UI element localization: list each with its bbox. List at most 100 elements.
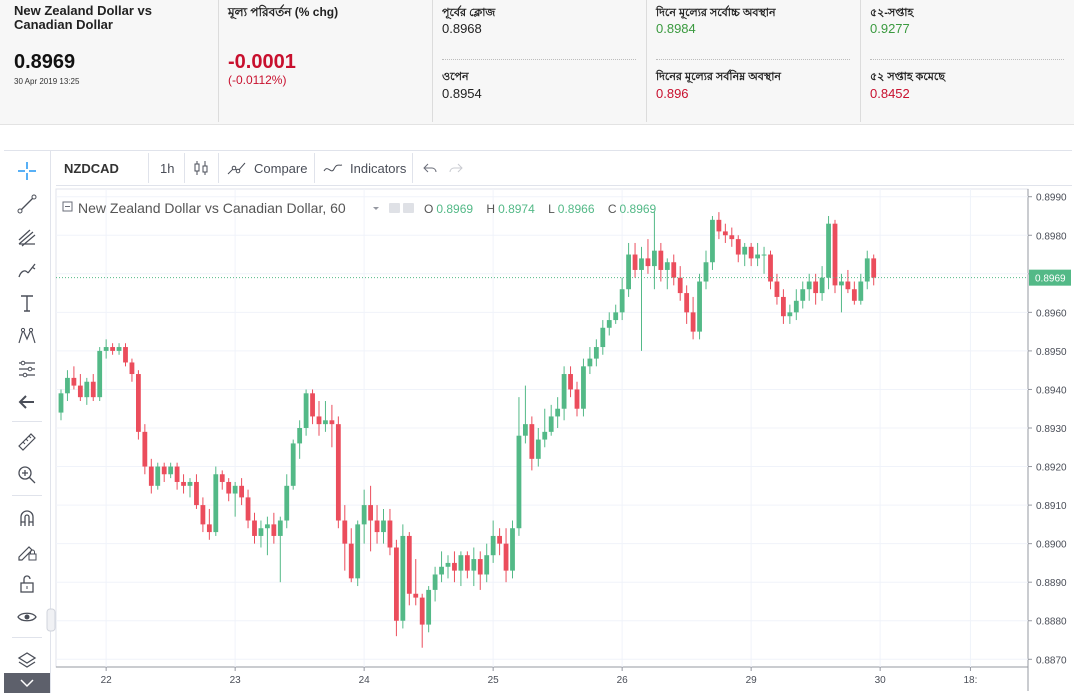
candle-body [568, 374, 573, 390]
compare-button[interactable]: Compare [226, 151, 307, 185]
week52-high-label: ৫২-সপ্তাহ [870, 7, 914, 19]
symbol-button[interactable]: NZDCAD [64, 160, 119, 176]
prediction-icon[interactable] [11, 354, 43, 384]
layers-icon[interactable] [11, 645, 43, 675]
text-icon[interactable] [11, 288, 43, 318]
candle-body [851, 289, 857, 301]
candle-body [677, 277, 683, 294]
quote-panel: New Zealand Dollar vs Canadian Dollar 0.… [0, 0, 1074, 125]
candle-body [277, 520, 283, 536]
candle-body [510, 528, 515, 571]
indicators-button[interactable]: Indicators [322, 151, 406, 185]
indicators-icon [323, 164, 343, 172]
toolbar-scroll-handle[interactable] [46, 608, 56, 632]
back-arrow-icon[interactable] [11, 387, 43, 417]
change-value: -0.0001 [228, 51, 296, 73]
interval-button[interactable]: 1h [160, 160, 175, 176]
trend-line-icon[interactable] [11, 189, 43, 219]
candle-body [439, 566, 444, 575]
candle-body [219, 474, 225, 482]
candle-body [271, 524, 277, 536]
candle-body [245, 497, 251, 521]
y-tick-label: 0.8930 [1036, 424, 1067, 435]
pitchfork-icon[interactable] [11, 222, 43, 252]
candle-body [110, 347, 115, 351]
candle-body [252, 520, 257, 536]
eye-toggle-icon[interactable] [389, 203, 400, 213]
candle-body [90, 381, 96, 398]
candle-body [845, 281, 851, 290]
candle-body [239, 485, 244, 498]
candle-body [148, 466, 154, 486]
pattern-icon[interactable] [11, 321, 43, 351]
candle-body [516, 435, 522, 529]
eye-icon[interactable] [11, 602, 43, 632]
week52-low-label: ৫২ সপ্তাহ কমেছে [870, 71, 945, 83]
unlock-icon[interactable] [11, 569, 43, 599]
candle-body [813, 281, 819, 294]
legend-o-value: 0.8969 [436, 202, 473, 216]
candle-body [419, 597, 425, 625]
candle-body [297, 428, 303, 444]
price-chart[interactable]: 0.8870 0.8880 0.8890 0.8900 0.8910 0.8920 0.89… [4, 151, 1072, 693]
candle-body [561, 374, 567, 409]
indicators-label: Indicators [350, 160, 407, 176]
candle-body [155, 466, 161, 486]
candle-body [703, 262, 709, 282]
collapse-toolbar-button[interactable] [4, 673, 50, 693]
day-high-value: 0.8984 [656, 21, 696, 36]
chart-type-button[interactable] [192, 151, 210, 185]
magnet-icon[interactable] [11, 503, 43, 533]
ruler-icon[interactable] [11, 427, 43, 457]
day-high-label: দিনে মূল্যের সর্বোচ্চ অবস্থান [656, 7, 776, 19]
legend-o-label: O [424, 202, 433, 216]
candle-body [755, 254, 760, 259]
candle-body [819, 277, 825, 294]
candle-body [613, 312, 619, 321]
candle-body [722, 231, 728, 236]
candle-body [697, 281, 702, 332]
legend-menu-icon[interactable] [373, 207, 379, 210]
candle-body [368, 505, 373, 521]
candle-body [606, 320, 612, 328]
chart-widget: NZDCAD 1h Compare Indicators 0.8870 [4, 150, 1072, 693]
brush-icon[interactable] [11, 255, 43, 285]
x-tick-label: 23 [230, 675, 242, 686]
candle-body [735, 239, 741, 255]
open-value: 0.8954 [442, 86, 482, 101]
candle-body [593, 347, 599, 359]
settings-toggle-icon[interactable] [403, 203, 414, 213]
candle-body [574, 389, 580, 409]
crosshair-icon[interactable] [11, 156, 43, 186]
candles-icon [194, 161, 208, 175]
candle-body [84, 381, 90, 398]
candle-body [284, 485, 290, 521]
candle-body [523, 424, 528, 436]
candle-body [265, 524, 270, 529]
candle-body [832, 223, 838, 286]
candle-body [213, 474, 219, 533]
candle-body [174, 466, 180, 482]
week52-block: ৫২-সপ্তাহ 0.9277 ৫২ সপ্তাহ কমেছে 0.8452 [870, 0, 1066, 124]
lock-drawing-icon[interactable] [11, 536, 43, 566]
last-price-badge [1029, 269, 1071, 286]
candle-body [542, 431, 548, 440]
candle-body [355, 524, 361, 579]
compare-icon [227, 162, 246, 175]
undo-icon [423, 163, 437, 173]
redo-button[interactable] [448, 151, 464, 185]
candle-body [426, 589, 432, 625]
candle-body [658, 250, 664, 270]
y-tick-label: 0.8890 [1036, 578, 1067, 589]
candle-body [342, 520, 348, 544]
candle-body [374, 520, 380, 533]
undo-button[interactable] [422, 151, 438, 185]
zoom-in-icon[interactable] [11, 460, 43, 490]
chevron-down-icon [20, 679, 34, 688]
change-percent: (-0.0112%) [228, 73, 287, 87]
candle-body [316, 416, 322, 425]
candle-body [548, 416, 554, 432]
candle-body [381, 520, 386, 533]
candle-body [71, 377, 77, 386]
candle-body [529, 424, 535, 459]
